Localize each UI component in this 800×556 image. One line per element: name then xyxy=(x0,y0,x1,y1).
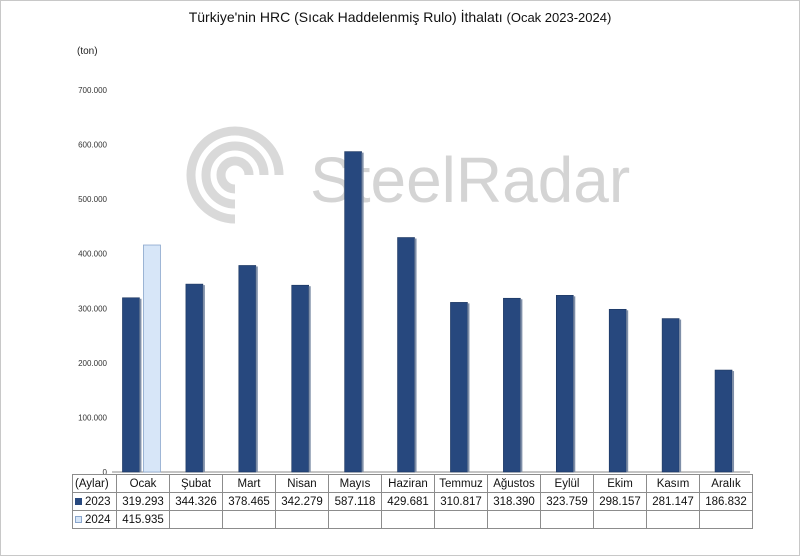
value-2023: 429.681 xyxy=(381,492,435,511)
bar-2023 xyxy=(397,237,415,473)
value-2023: 587.118 xyxy=(328,492,382,511)
bar-chart: 0 100.000 200.000 300.000 400.000 500.000 600.… xyxy=(78,86,750,474)
bar-2023-shadow xyxy=(202,285,205,472)
value-2024 xyxy=(169,510,223,529)
category-label: Eylül xyxy=(540,474,594,493)
bar-2023 xyxy=(714,369,733,473)
value-2023: 342.279 xyxy=(275,492,329,511)
value-2024 xyxy=(699,510,753,529)
title-sub: (Ocak 2023-2024) xyxy=(506,10,612,25)
category-label: Ekim xyxy=(593,474,647,493)
category-label: Mart xyxy=(222,474,276,493)
value-2023: 298.157 xyxy=(593,492,647,511)
value-2024 xyxy=(381,510,435,529)
series-key-2024: 2024 xyxy=(72,510,117,529)
bar-2023-shadow xyxy=(361,152,364,472)
bar-2023-shadow xyxy=(626,310,629,472)
bar-2023 xyxy=(661,318,680,473)
legend-swatch-2024 xyxy=(75,515,82,523)
bar-2023 xyxy=(185,283,204,473)
bar-2023-shadow xyxy=(467,303,470,472)
value-2024 xyxy=(540,510,594,529)
bar-2023-shadow xyxy=(308,286,311,472)
category-label: Şubat xyxy=(169,474,223,493)
value-2024 xyxy=(487,510,541,529)
value-2023: 319.293 xyxy=(116,492,170,511)
value-2023: 318.390 xyxy=(487,492,541,511)
value-2024 xyxy=(275,510,329,529)
bar-2023-shadow xyxy=(255,266,258,472)
bar-2023 xyxy=(238,265,257,473)
value-2024: 415.935 xyxy=(116,510,170,529)
category-label: Ocak xyxy=(116,474,170,493)
y-tick-label: 600.000 xyxy=(78,141,107,150)
bar-2023 xyxy=(291,284,310,473)
category-label: Haziran xyxy=(381,474,435,493)
unit-label: (ton) xyxy=(77,46,98,57)
y-tick-label: 700.000 xyxy=(78,86,107,95)
series-key-2023: 2023 xyxy=(72,492,117,511)
bar-2023 xyxy=(608,308,627,473)
value-2023: 378.465 xyxy=(222,492,276,511)
y-tick-label: 0 xyxy=(103,468,108,474)
value-2023: 186.832 xyxy=(699,492,753,511)
value-2023: 344.326 xyxy=(169,492,223,511)
value-2023: 323.759 xyxy=(540,492,594,511)
value-2023: 281.147 xyxy=(646,492,700,511)
series-row-2023: 2023 319.293 344.326 378.465 342.279 587.118… xyxy=(72,492,753,511)
value-2024 xyxy=(434,510,488,529)
bar-2023-shadow xyxy=(414,238,417,472)
y-tick-label: 500.000 xyxy=(78,195,107,204)
data-table: (Aylar) Ocak Şubat Mart Nisan Mayıs Haziran Te… xyxy=(72,474,753,529)
category-label: Mayıs xyxy=(328,474,382,493)
value-2024 xyxy=(646,510,700,529)
category-label: Kasım xyxy=(646,474,700,493)
value-2024 xyxy=(222,510,276,529)
value-2024 xyxy=(593,510,647,529)
y-tick-label: 200.000 xyxy=(78,359,107,368)
bar-2024 xyxy=(143,244,161,473)
title-main: Türkiye'nin HRC (Sıcak Haddelenmiş Rulo)… xyxy=(188,9,503,25)
bar-2023 xyxy=(344,151,362,473)
bar-2023-shadow xyxy=(139,298,142,472)
bar-2023 xyxy=(450,302,468,473)
value-2024 xyxy=(328,510,382,529)
legend-swatch-2023 xyxy=(75,497,82,505)
bar-2023 xyxy=(555,295,574,473)
category-label: Nisan xyxy=(275,474,329,493)
category-label: Aralık xyxy=(699,474,753,493)
value-2023: 310.817 xyxy=(434,492,488,511)
chart-title: Türkiye'nin HRC (Sıcak Haddelenmiş Rulo)… xyxy=(0,9,800,25)
bar-2023-shadow xyxy=(573,296,576,472)
category-label: Temmuz xyxy=(434,474,488,493)
y-tick-label: 400.000 xyxy=(78,250,107,259)
bar-2023-shadow xyxy=(732,371,735,472)
series-row-2024: 2024 415.935 xyxy=(72,510,753,529)
category-label: Ağustos xyxy=(487,474,541,493)
y-tick-label: 300.000 xyxy=(78,304,107,313)
bar-2023 xyxy=(503,297,521,473)
y-tick-label: 100.000 xyxy=(78,413,107,422)
row-header-label: (Aylar) xyxy=(72,474,117,493)
bar-2023 xyxy=(122,297,140,473)
bar-2023-shadow xyxy=(520,299,523,472)
category-row: (Aylar) Ocak Şubat Mart Nisan Mayıs Haziran Te… xyxy=(72,474,753,493)
bar-2023-shadow xyxy=(679,319,682,472)
